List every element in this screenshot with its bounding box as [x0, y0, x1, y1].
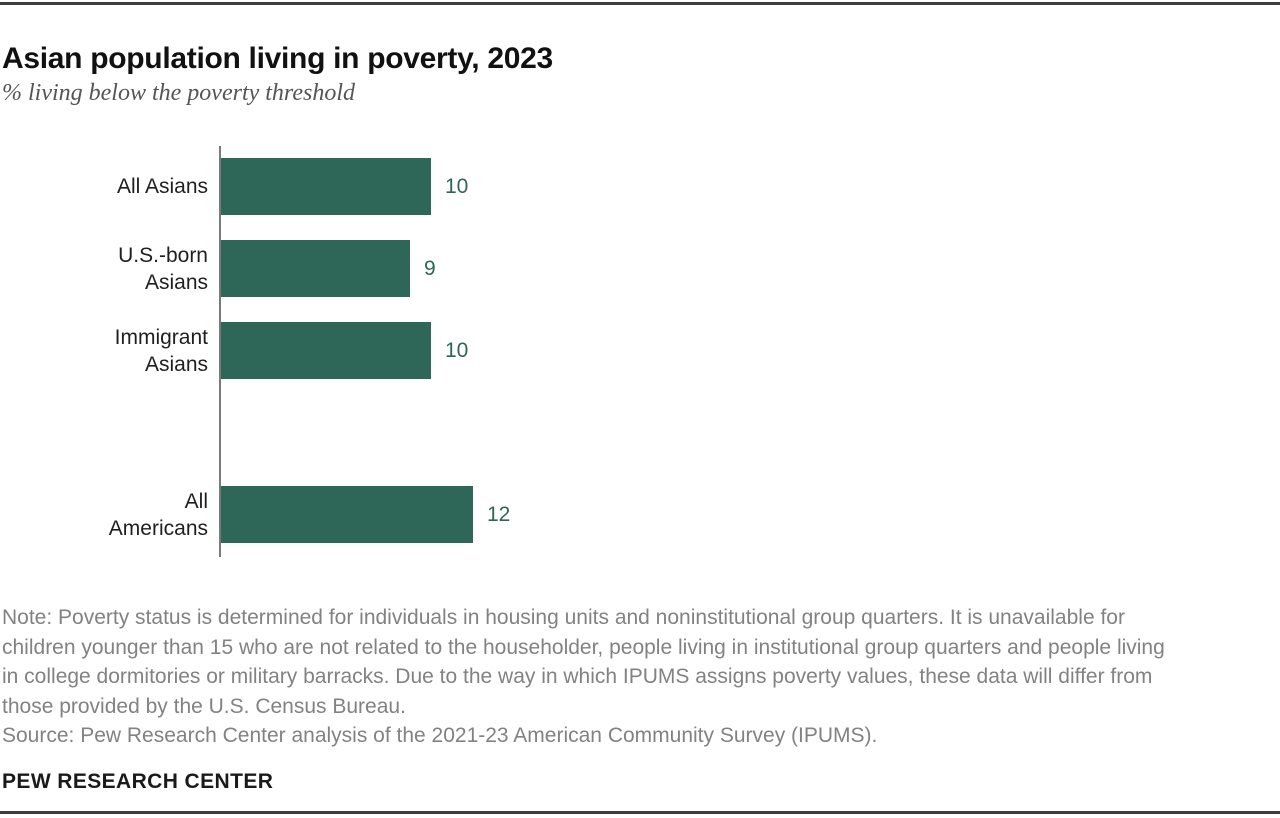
- category-label: Immigrant Asians: [114, 325, 208, 376]
- note-line: children younger than 15 who are not rel…: [2, 635, 1165, 659]
- value-label: 9: [424, 256, 436, 280]
- chart-subtitle: % living below the poverty threshold: [2, 80, 356, 106]
- category-label: All Americans: [108, 489, 208, 540]
- category-label: U.S.-born Asians: [118, 243, 208, 294]
- note-line: Source: Pew Research Center analysis of …: [2, 724, 878, 747]
- value-label: 10: [445, 338, 469, 362]
- note-line: those provided by the U.S. Census Bureau…: [2, 694, 406, 718]
- chart: All Asians 10 U.S.-born Asians 9 Immigrant A…: [0, 146, 1280, 557]
- bar: [221, 322, 431, 379]
- bar: [221, 486, 473, 543]
- top-divider: [0, 2, 1280, 5]
- pew-research-center-wordmark: PEW RESEARCH CENTER: [2, 770, 274, 793]
- value-label: 10: [445, 174, 469, 198]
- y-axis-line: [219, 146, 221, 557]
- category-label: All Asians: [116, 175, 208, 198]
- note-line: in college dormitories or military barra…: [2, 665, 1153, 688]
- chart-title: Asian population living in poverty, 2023: [2, 42, 553, 76]
- bottom-divider: [0, 811, 1280, 814]
- chart-notes: Note: Poverty status is determined for i…: [2, 603, 1165, 751]
- bar: [221, 158, 431, 215]
- note-line: Note: Poverty status is determined for i…: [2, 606, 1125, 629]
- bar: [221, 240, 410, 297]
- value-label: 12: [487, 502, 511, 526]
